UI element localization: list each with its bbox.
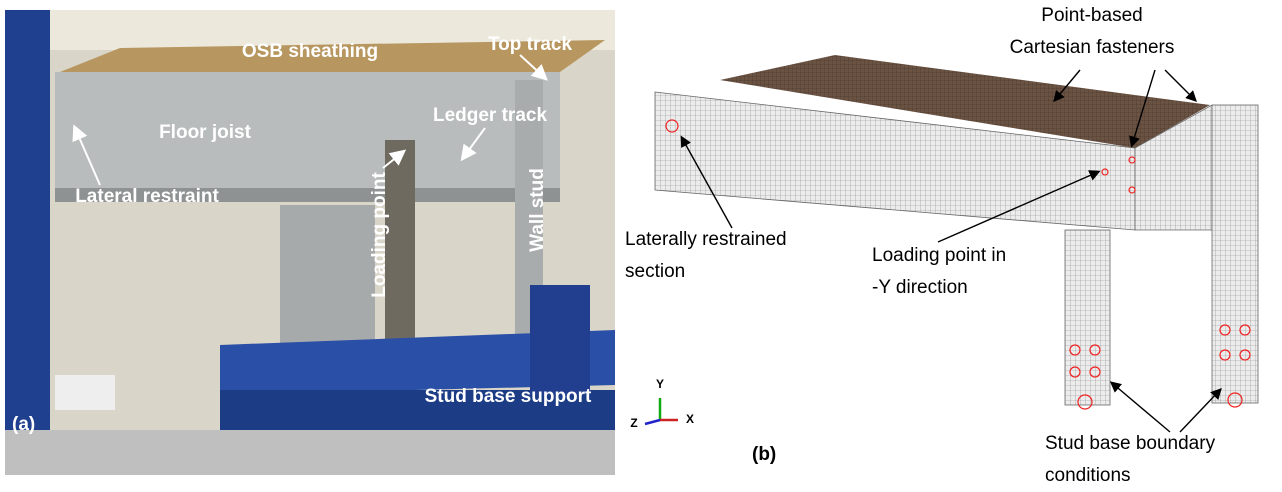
annotation: Ledger track (433, 105, 547, 126)
annotation: Loading point (369, 172, 390, 298)
axis-label: X (686, 412, 694, 426)
annotation: OSB sheathing (242, 41, 378, 62)
axis-triad: Y Z X (630, 377, 694, 430)
annotation: Point-based (1041, 5, 1142, 26)
annotation: Laterally restrained (625, 229, 787, 250)
annotation: conditions (1045, 465, 1131, 486)
annotation: Top track (488, 34, 573, 55)
axis-label: Y (656, 377, 664, 391)
annotation: Wall stud (527, 168, 548, 252)
annotation: Lateral restraint (75, 186, 219, 207)
annotation: Stud base support (425, 386, 592, 407)
annotation: Loading point in (872, 245, 1006, 266)
axis-label: Z (630, 416, 637, 430)
panel-label: (b) (752, 444, 776, 465)
panel-label: (a) (12, 414, 35, 435)
page: OSB sheathing Top track Floor joist Ledg… (0, 0, 1282, 487)
annotation: Cartesian fasteners (1010, 37, 1175, 58)
annotation: Floor joist (159, 122, 252, 143)
annotation: -Y direction (872, 277, 968, 298)
figure: OSB sheathing Top track Floor joist Ledg… (0, 0, 1282, 487)
annotation: section (625, 261, 685, 282)
annotation: Stud base boundary (1045, 433, 1216, 454)
